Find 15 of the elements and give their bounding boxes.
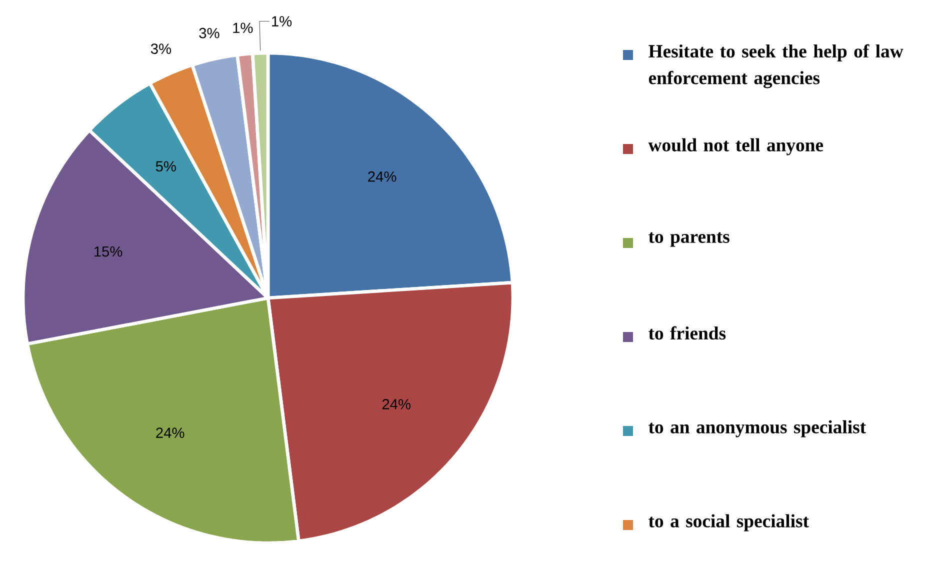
- data-label: 5%: [156, 161, 176, 172]
- data-label: 1%: [272, 16, 292, 26]
- data-label: 1%: [233, 22, 253, 33]
- data-label: 24%: [368, 171, 396, 182]
- legend-label: to friends: [648, 326, 726, 340]
- data-label: 3%: [199, 28, 220, 38]
- data-label: 24%: [156, 428, 184, 438]
- data-label: 3%: [150, 44, 172, 54]
- data-label: 24%: [382, 399, 410, 410]
- legend-label: to parents: [648, 232, 730, 247]
- legend-label: to a social specialist: [648, 514, 809, 532]
- legend-label: would not tell anyone: [648, 138, 824, 156]
- legend-label: to an anonymous specialist: [648, 420, 866, 438]
- legend-label: Hesitate to seek the help of law enforcement agencies: [648, 44, 904, 88]
- data-label: 15%: [94, 246, 122, 257]
